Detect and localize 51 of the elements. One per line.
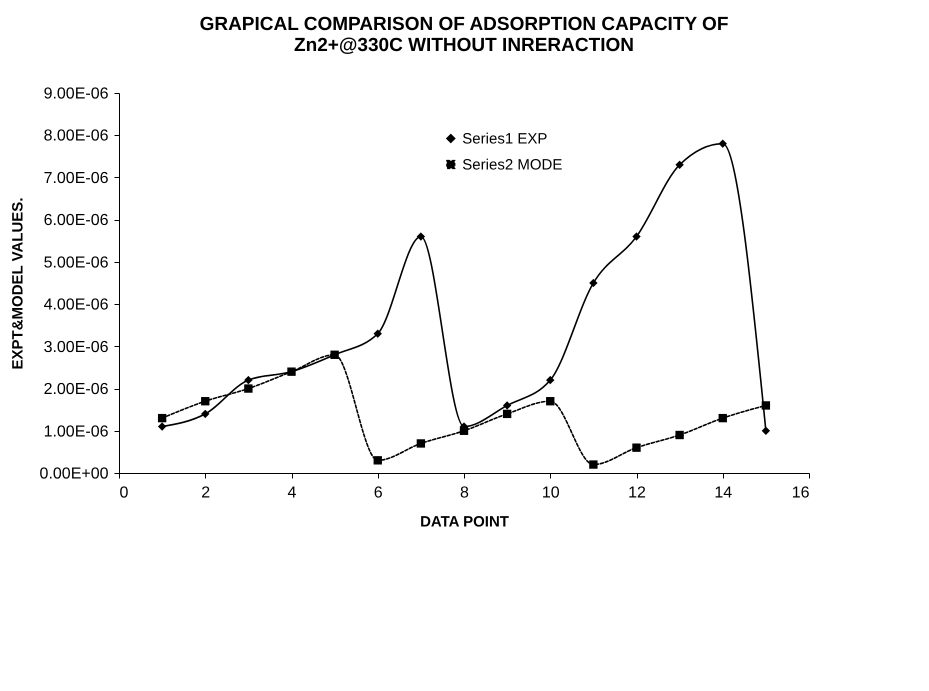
y-tick-label: 0.00E+00 xyxy=(40,466,109,482)
point xyxy=(502,410,512,418)
point xyxy=(416,439,426,448)
point xyxy=(374,329,382,338)
point xyxy=(201,410,210,418)
x-tick-label: 8 xyxy=(460,484,470,502)
legend-label: Series2 MODE xyxy=(462,156,562,174)
x-axis-title: DATA POINT xyxy=(420,514,509,530)
x-tick-label: 16 xyxy=(792,484,810,502)
point xyxy=(201,397,210,406)
point xyxy=(675,160,684,169)
y-tick-label: 5.00E-06 xyxy=(44,254,109,272)
point xyxy=(460,426,468,435)
y-axis-title: EXPT&MODEL VALUES. xyxy=(10,198,27,370)
point xyxy=(416,232,426,241)
point xyxy=(244,376,253,384)
point xyxy=(158,422,166,431)
point xyxy=(675,430,684,440)
x-tick-label: 4 xyxy=(288,484,297,502)
point xyxy=(589,460,598,469)
x-tick-label: 12 xyxy=(628,484,646,502)
point xyxy=(244,384,253,393)
x-tick-label: 2 xyxy=(201,484,210,502)
point xyxy=(762,401,770,410)
y-tick-label: 2.00E-06 xyxy=(44,381,109,398)
point xyxy=(762,426,770,435)
point xyxy=(158,414,166,422)
point xyxy=(502,401,512,410)
chart-title: GRAPICAL COMPARISON OF ADSORPTION CAPACITY OF Zn2+@330C WITHOUT INRERACTION xyxy=(200,14,728,56)
point xyxy=(718,139,727,148)
y-tick-label: 4.00E-06 xyxy=(44,296,109,314)
y-tick-label: 7.00E-06 xyxy=(44,170,109,187)
point xyxy=(718,414,727,422)
legend-label: Series1 EXP xyxy=(462,130,548,148)
point xyxy=(374,456,382,465)
point xyxy=(287,367,296,376)
y-tick-label: 9.00E-06 xyxy=(44,86,109,102)
point xyxy=(632,443,641,452)
point xyxy=(330,350,339,359)
y-tick-label: 3.00E-06 xyxy=(44,338,109,356)
point xyxy=(546,376,554,384)
point xyxy=(589,278,598,288)
x-tick-label: 6 xyxy=(374,484,383,502)
x-tick-label: 10 xyxy=(542,484,560,502)
x-tick-label: 0 xyxy=(120,484,128,502)
point xyxy=(632,232,641,241)
y-tick-label: 6.00E-06 xyxy=(44,212,109,230)
x-tick-label: 14 xyxy=(714,484,732,502)
point xyxy=(546,397,554,406)
y-tick-label: 8.00E-06 xyxy=(44,128,109,145)
y-tick-label: 1.00E-06 xyxy=(44,423,109,440)
